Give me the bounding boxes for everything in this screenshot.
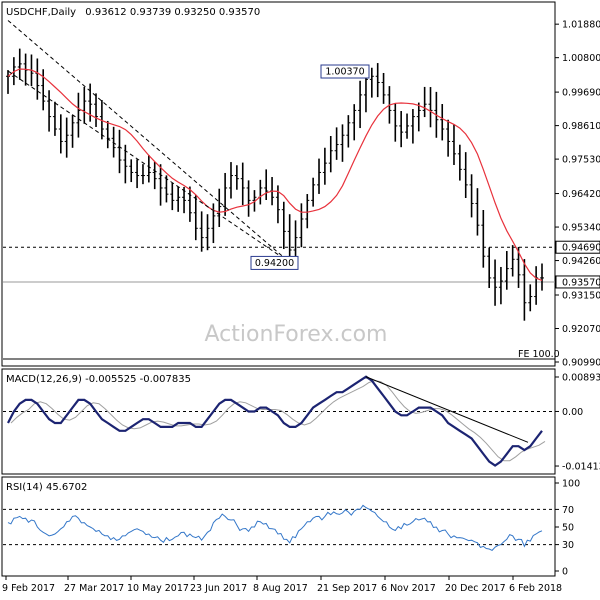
rsi-axis-label: 100 [562,479,580,490]
current-price-label: 0.93570 [562,277,600,288]
rsi-axis-label: 30 [562,540,574,551]
macd-line [7,375,543,467]
macd-axis-label: 0.00 [562,407,583,418]
date-axis: 9 Feb 2017 27 Mar 2017 10 May 2017 23 Jun 2… [2,576,562,594]
price-axis-label: 0.97530 [562,155,600,166]
macd-panel-label: MACD(12,26,9) -0.005525 -0.007835 [6,374,191,385]
price-axis-label: 0.93150 [562,290,600,301]
price-axis-label: 0.96420 [562,189,600,200]
price-axis-label: 0.99690 [562,88,600,99]
chart-title: USDCHF,Daily 0.93612 0.93739 0.93250 0.9… [6,7,260,18]
price-axis-label: 0.92070 [562,324,600,335]
price-axis-label: 0.94260 [562,256,600,267]
date-axis-label: 23 Jun 2017 [190,583,247,594]
ohlc-values: 0.93612 0.93739 0.93250 0.93570 [85,7,260,18]
price-panel-frame [1,1,556,367]
symbol-label: USDCHF,Daily [6,7,76,18]
macd-axis-label: 0.008934 [562,372,600,383]
rsi-panel-label: RSI(14) 45.6702 [6,482,87,493]
date-axis-label: 20 Dec 2017 [445,583,506,594]
date-axis-label: 21 Sep 2017 [317,583,377,594]
macd-axis: 0.008934 0.00 -0.014136 [555,372,600,473]
price-trendline-up [7,70,290,263]
level-line-tag: 0.94690 [555,240,600,254]
date-axis-label: 6 Nov 2017 [381,583,436,594]
price-axis-label: 1.01880 [562,20,600,31]
annotation-low-label: 0.94200 [255,258,294,269]
price-axis: 1.01880 1.00800 0.99690 0.98610 0.97530 0.964… [555,20,600,369]
rsi-axis: 100 70 50 30 0 [555,479,580,578]
price-trendlines [7,20,290,263]
rsi-axis-label: 0 [562,567,568,578]
price-axis-label: 0.90990 [562,358,600,369]
date-axis-label: 27 Mar 2017 [64,583,124,594]
rsi-axis-label: 50 [562,523,574,534]
price-level-lines [3,246,555,360]
macd-trendline [365,376,529,443]
price-axis-label: 0.95340 [562,223,600,234]
price-candles [6,48,544,321]
rsi-line [7,504,543,552]
level-line-label: 0.94690 [562,243,600,254]
date-axis-label: 8 Aug 2017 [253,583,308,594]
price-trendline-down [7,20,290,263]
current-price-tag: 0.93570 [555,275,600,289]
date-axis-label: 10 May 2017 [127,583,189,594]
price-axis-label: 0.98610 [562,121,600,132]
date-axis-label: 6 Feb 2018 [509,583,562,594]
watermark: ActionForex.com [205,322,388,347]
fe-label: FE 100.0 [518,349,560,360]
date-axis-label: 9 Feb 2017 [2,583,55,594]
macd-panel-frame [1,368,556,475]
annotation-high-label: 1.00370 [325,67,364,78]
annotation-high: 1.00370 [320,64,370,79]
price-axis-label: 1.00800 [562,53,600,64]
rsi-level-lines [3,508,555,546]
moving-average-line [7,68,543,281]
macd-axis-label: -0.014136 [562,462,600,473]
annotation-low: 0.94200 [250,255,299,270]
rsi-axis-label: 70 [562,505,574,516]
macd-signal-line [10,380,546,462]
